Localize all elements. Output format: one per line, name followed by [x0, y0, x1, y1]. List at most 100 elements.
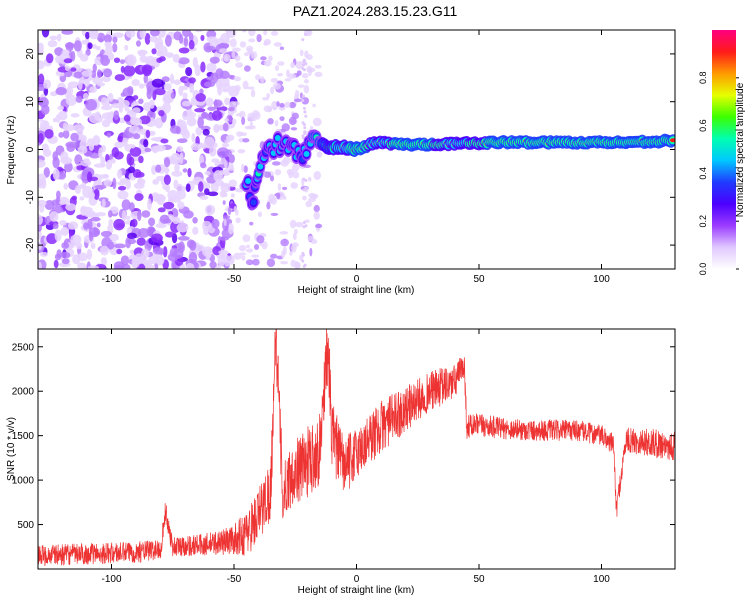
spectrogram-noise-blob [55, 190, 61, 200]
spectrogram-noise-blob [309, 247, 313, 257]
spectrogram-xtick-label: -50 [227, 274, 242, 285]
spectrogram-noise-blob [279, 102, 285, 108]
spectrogram-noise-blob [241, 255, 246, 261]
spectrogram-noise-blob [156, 193, 165, 206]
spectrogram-noise-blob [117, 169, 123, 180]
spectrogram-noise-blob [224, 260, 231, 267]
spectrogram-noise-blob [222, 168, 231, 176]
spectrogram-noise-blob [277, 61, 285, 66]
spectrogram-noise-blob [64, 42, 75, 49]
spectrogram-noise-blob [179, 128, 189, 136]
spectrogram-noise-blob [222, 122, 229, 132]
spectrogram-noise-blob [65, 203, 77, 212]
spectrogram-noise-blob [302, 94, 306, 98]
spectrogram-noise-blob [100, 230, 112, 238]
spectrogram-noise-blob [138, 83, 145, 89]
spectrogram-noise-blob [248, 38, 256, 43]
spectrogram-noise-blob [125, 54, 137, 67]
spectrogram-noise-blob [96, 32, 106, 43]
spectrogram-noise-blob [174, 163, 180, 172]
spectrogram-noise-blob [255, 74, 261, 81]
spectrogram-noise-blob [304, 62, 308, 66]
spectrogram-noise-blob [279, 231, 289, 235]
spectrogram-noise-blob [120, 92, 126, 97]
spectrogram-noise-blob [147, 86, 152, 95]
spectrogram-noise-blob [245, 248, 254, 253]
spectrogram-noise-blob [207, 106, 216, 111]
spectrogram-noise-blob [55, 114, 61, 123]
spectrogram-noise-blob [273, 42, 282, 47]
spectrogram-noise-blob [106, 241, 115, 250]
spectrogram-noise-blob [307, 176, 312, 182]
spectrogram-noise-blob [148, 99, 155, 109]
spectrogram-noise-blob [56, 33, 62, 42]
spectrogram-noise-blob [177, 201, 185, 210]
spectrogram-noise-blob [205, 45, 216, 51]
spectrogram-xtick-label: 0 [354, 274, 360, 285]
spectrogram-noise-blob [313, 211, 320, 220]
spectrogram-noise-blob [88, 176, 99, 182]
spectrogram-noise-blob [112, 36, 118, 44]
spectrogram-noise-blob [305, 200, 313, 208]
spectrogram-noise-blob [73, 40, 82, 52]
spectrogram-noise-blob [302, 195, 307, 201]
spectrogram-noise-blob [288, 73, 297, 79]
spectrogram-noise-blob [239, 132, 248, 137]
spectrogram-noise-blob [215, 265, 221, 269]
spectrogram-noise-blob [119, 59, 125, 65]
spectrogram-ytick-label: -20 [25, 237, 36, 252]
spectrogram-noise-blob [298, 84, 305, 88]
spectrogram-ridge-core [250, 199, 257, 206]
spectrogram-xlabel: Height of straight line (km) [298, 285, 415, 296]
spectrogram-noise-blob [303, 79, 309, 84]
spectrogram-noise-blob [74, 185, 82, 195]
spectrogram-noise-blob [291, 242, 299, 248]
spectrogram-noise-blob [63, 58, 73, 64]
spectrogram-noise-blob [52, 223, 59, 230]
spectrogram-noise-blob [141, 64, 153, 75]
spectrogram-noise-blob [252, 110, 260, 117]
spectrogram-noise-blob [119, 99, 130, 108]
spectrogram-noise-blob [93, 227, 99, 236]
spectrogram-noise-blob [162, 101, 171, 114]
spectrogram-noise-blob [272, 82, 281, 90]
spectrogram-noise-blob [59, 220, 67, 226]
spectrogram-noise-blob [120, 65, 125, 73]
spectrogram-noise-blob [190, 143, 202, 151]
spectrogram-noise-blob [123, 114, 131, 122]
spectrogram-noise-blob [187, 111, 197, 119]
spectrogram-noise-blob [155, 255, 165, 266]
spectrogram-noise-blob [302, 225, 306, 229]
spectrogram-noise-blob [222, 254, 230, 262]
spectrogram-noise-blob [294, 261, 300, 269]
spectrogram-noise-blob [101, 75, 111, 83]
spectrogram-noise-blob [88, 143, 95, 151]
spectrogram-noise-blob [245, 45, 254, 52]
spectrogram-noise-blob [223, 53, 231, 62]
spectrogram-noise-blob [101, 119, 111, 128]
spectrogram-noise-blob [89, 30, 97, 40]
spectrogram-noise-blob [188, 32, 194, 42]
snr-xlabel: Height of straight line (km) [298, 585, 415, 596]
spectrogram-noise-blob [242, 234, 251, 243]
spectrogram-noise-blob [81, 70, 93, 77]
colorbar-gradient [712, 30, 736, 269]
spectrogram-noise-blob [271, 100, 279, 110]
spectrogram-xtick-label: 100 [593, 274, 610, 285]
snr-panel: -100 -50 0 50 100 500 1000 1500 2000 2500 Height … [6, 328, 676, 596]
spectrogram-noise-blob [207, 191, 219, 197]
spectrogram-xtick-label: -100 [101, 274, 121, 285]
spectrogram-noise-blob [195, 93, 206, 102]
spectrogram-noise-blob [109, 233, 120, 242]
spectrogram-noise-blob [38, 261, 42, 269]
spectrogram-noise-blob [209, 146, 217, 157]
snr-xtick-label: 50 [473, 574, 485, 585]
spectrogram-noise-blob [123, 65, 136, 77]
spectrogram-noise-blob [198, 181, 204, 193]
spectrogram-noise-blob [232, 101, 240, 106]
spectrogram-noise-blob [290, 127, 298, 131]
spectrogram-noise-blob [132, 107, 141, 114]
spectrogram-noise-blob [163, 167, 170, 173]
spectrogram-noise-blob [222, 83, 231, 92]
spectrogram-noise-blob [303, 110, 307, 114]
